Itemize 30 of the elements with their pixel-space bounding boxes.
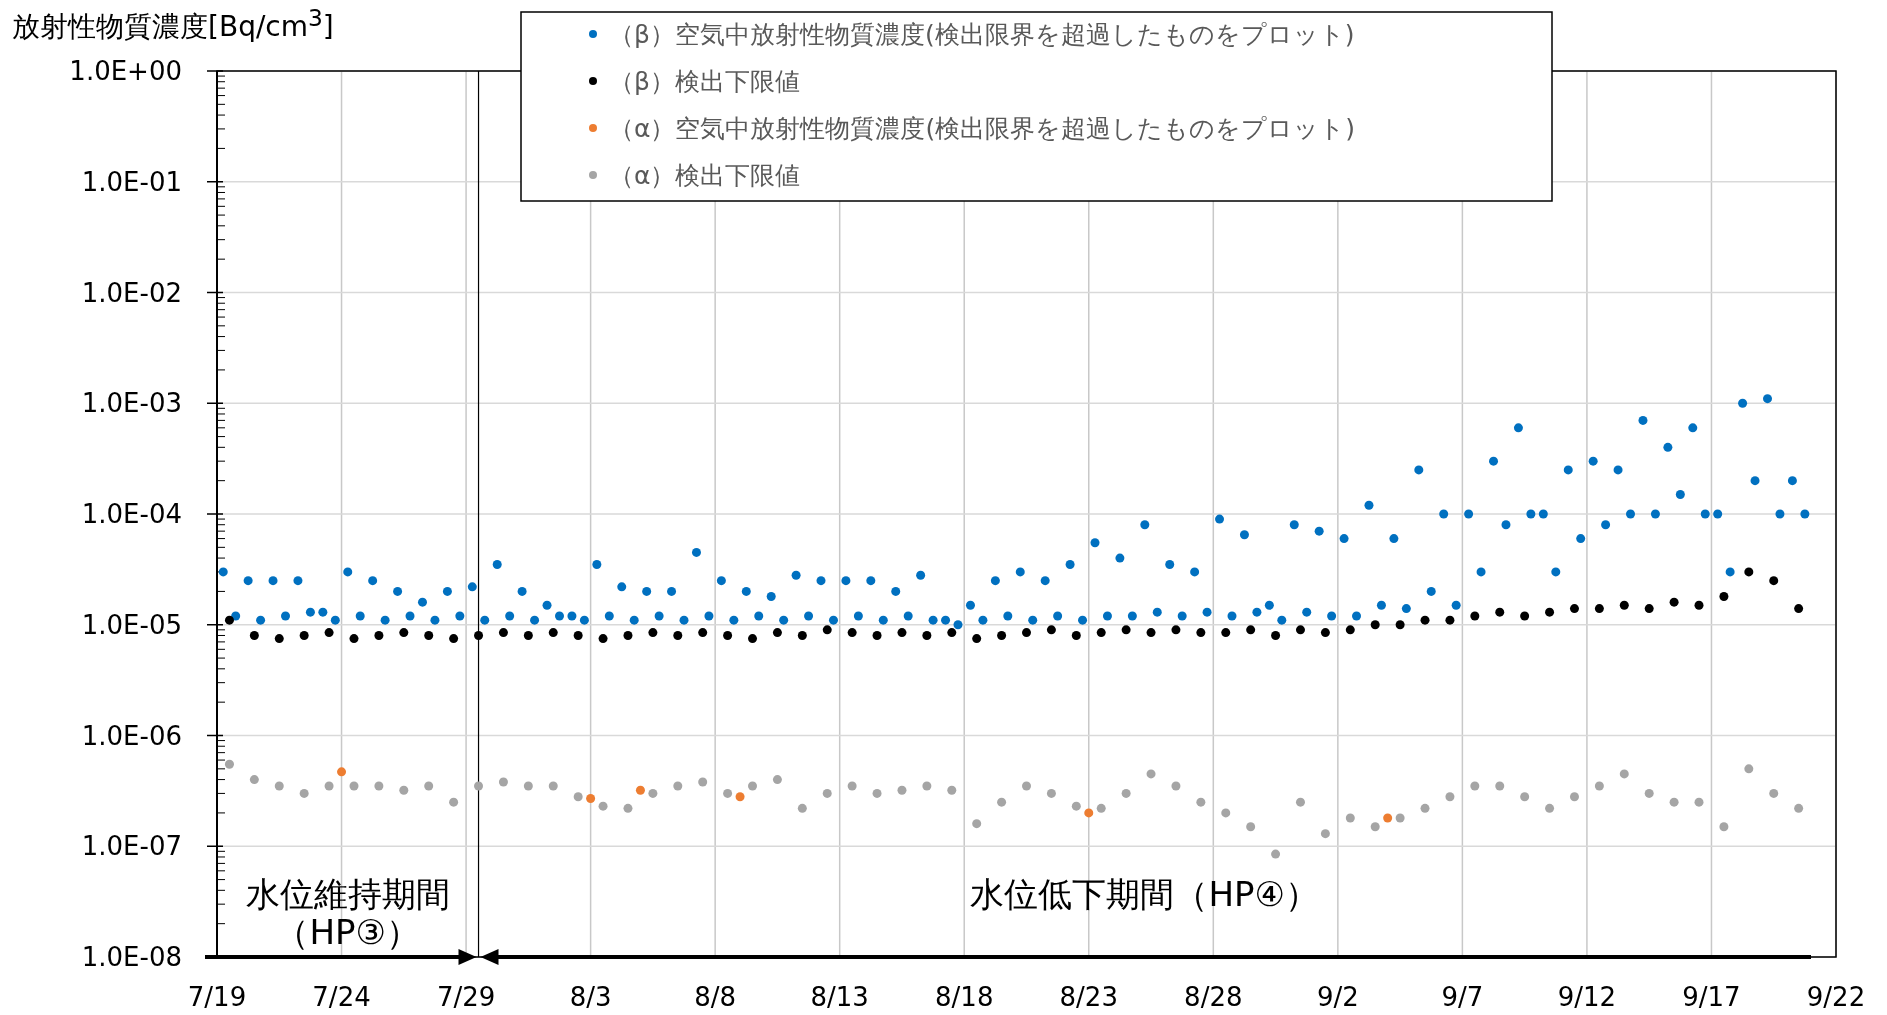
y-tick-label: 1.0E-02 — [81, 277, 182, 308]
annotation: 水位低下期間（HP④） — [969, 874, 1321, 914]
y-axis-title: 放射性物質濃度[Bq/cm$^{3}$] — [12, 4, 334, 46]
y-tick-label: 1.0E-01 — [81, 166, 182, 197]
y-tick-label: 1.0E-05 — [81, 609, 182, 640]
x-tick-label: 8/23 — [1059, 982, 1118, 1012]
y-tick-label: 1.0E-08 — [81, 942, 182, 972]
x-tick-label: 9/22 — [1806, 982, 1866, 1012]
legend-label: （β）空気中放射性物質濃度(検出限界を超過したものをプロット) — [609, 20, 1355, 49]
legend-label: （α）空気中放射性物質濃度(検出限界を超過したものをプロット) — [609, 114, 1355, 143]
x-tick-label: 9/12 — [1557, 982, 1617, 1012]
annotation: 水位維持期間（HP③） — [244, 874, 451, 952]
x-tick-label: 8/3 — [569, 982, 612, 1012]
y-tick-label: 1.0E-07 — [81, 831, 182, 862]
x-tick-label: 8/18 — [935, 982, 994, 1012]
x-tick-label: 7/24 — [312, 982, 371, 1012]
x-tick-label: 7/29 — [436, 982, 496, 1012]
x-tick-label: 9/7 — [1441, 982, 1484, 1012]
x-tick-label: 8/8 — [694, 982, 737, 1012]
legend-label: （β）検出下限値 — [609, 67, 800, 96]
x-tick-label: 7/19 — [187, 982, 247, 1012]
legend-label: （α）検出下限値 — [609, 161, 801, 190]
y-tick-label: 1.0E-04 — [81, 499, 182, 529]
y-tick-label: 1.0E-03 — [81, 388, 182, 419]
x-tick-label: 8/28 — [1184, 982, 1243, 1012]
y-tick-label: 1.0E-06 — [81, 720, 182, 751]
y-tick-label: 1.0E+00 — [69, 56, 182, 86]
x-tick-label: 9/17 — [1682, 982, 1741, 1012]
x-tick-label: 9/2 — [1316, 982, 1359, 1012]
x-tick-label: 8/13 — [810, 982, 869, 1012]
